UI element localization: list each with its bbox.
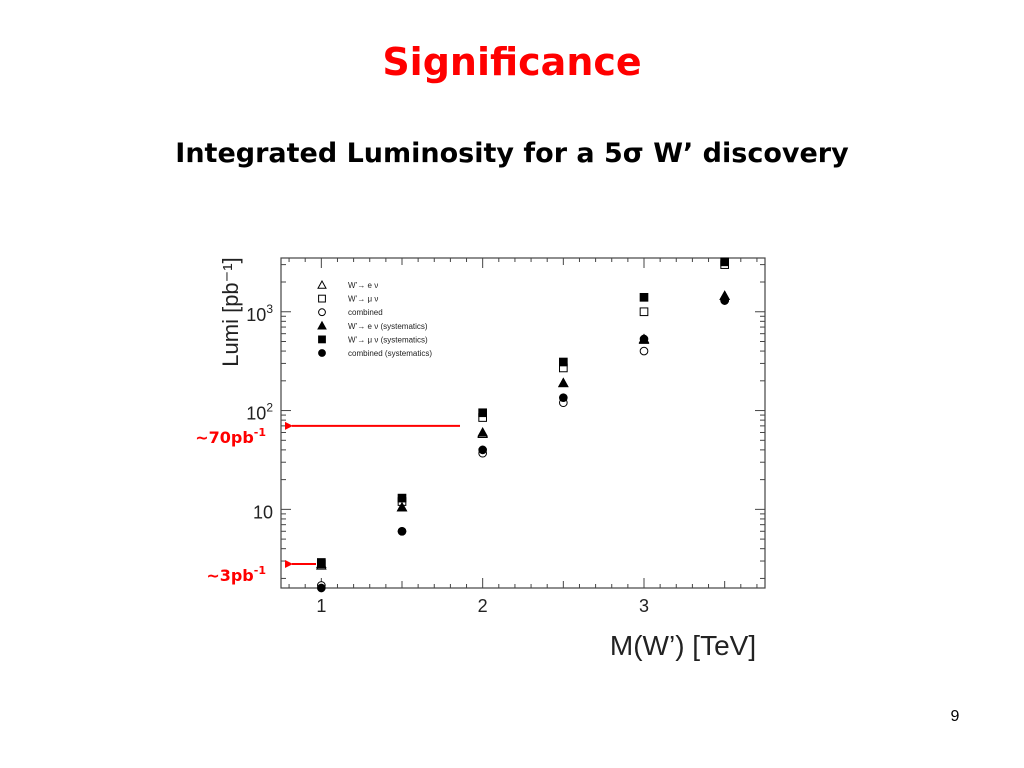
annotation-label: ~70pb-1: [195, 426, 266, 447]
legend-label: W’→ e ν: [348, 281, 378, 290]
y-tick-label: 102: [246, 401, 273, 424]
plot-frame: [280, 257, 766, 589]
y-axis-label: Lumi [pb⁻¹]: [218, 257, 243, 366]
y-tick-label: 103: [246, 302, 273, 325]
slide-title: Significance: [382, 40, 642, 84]
data-point: [317, 558, 326, 567]
annotations: ~70pb-1 ~3pb-1: [195, 421, 460, 585]
axis-tick-labels: 1 2 3 10 102 103: [246, 302, 649, 616]
x-axis-label: M(W’) [TeV]: [610, 630, 756, 661]
data-point: [639, 292, 649, 302]
legend-marker: [318, 335, 326, 344]
legend-label: combined (systematics): [348, 349, 432, 358]
legend-label: W’→ μ ν: [348, 295, 378, 304]
legend-marker: [318, 294, 326, 303]
data-point: [477, 426, 489, 437]
data-point: [639, 307, 649, 317]
data-point: [720, 296, 729, 305]
data-point: [639, 334, 649, 344]
x-tick-label: 3: [639, 596, 649, 616]
y-tick-label: 10: [253, 502, 273, 522]
data-point: [559, 357, 568, 367]
data-point: [396, 501, 408, 512]
legend-marker: [317, 279, 327, 289]
data-point: [559, 393, 568, 403]
data-point: [720, 257, 729, 267]
data-point: [478, 445, 487, 455]
axis-ticks: [281, 258, 765, 588]
legend-marker: [317, 320, 327, 330]
data-points: [315, 257, 731, 593]
legend-label: W’→ μ ν (systematics): [348, 335, 428, 344]
x-tick-label: 1: [316, 596, 326, 616]
slide-subtitle: Integrated Luminosity for a 5σ W’ discov…: [175, 138, 849, 169]
x-tick-label: 2: [478, 596, 488, 616]
data-point: [478, 408, 487, 418]
data-point: [397, 526, 407, 536]
legend-label: W’→ e ν (systematics): [348, 322, 428, 331]
annotation-label: ~3pb-1: [206, 564, 266, 585]
legend-label: combined: [348, 308, 383, 317]
page-number: 9: [950, 708, 960, 725]
legend-marker: [318, 349, 326, 357]
data-point: [317, 583, 326, 593]
legend-marker: [318, 308, 326, 317]
data-point: [397, 493, 407, 503]
data-point: [639, 346, 649, 356]
data-point: [557, 377, 569, 388]
legend: W’→ e ν W’→ μ ν combined W’→ e ν (systemati…: [317, 279, 432, 358]
